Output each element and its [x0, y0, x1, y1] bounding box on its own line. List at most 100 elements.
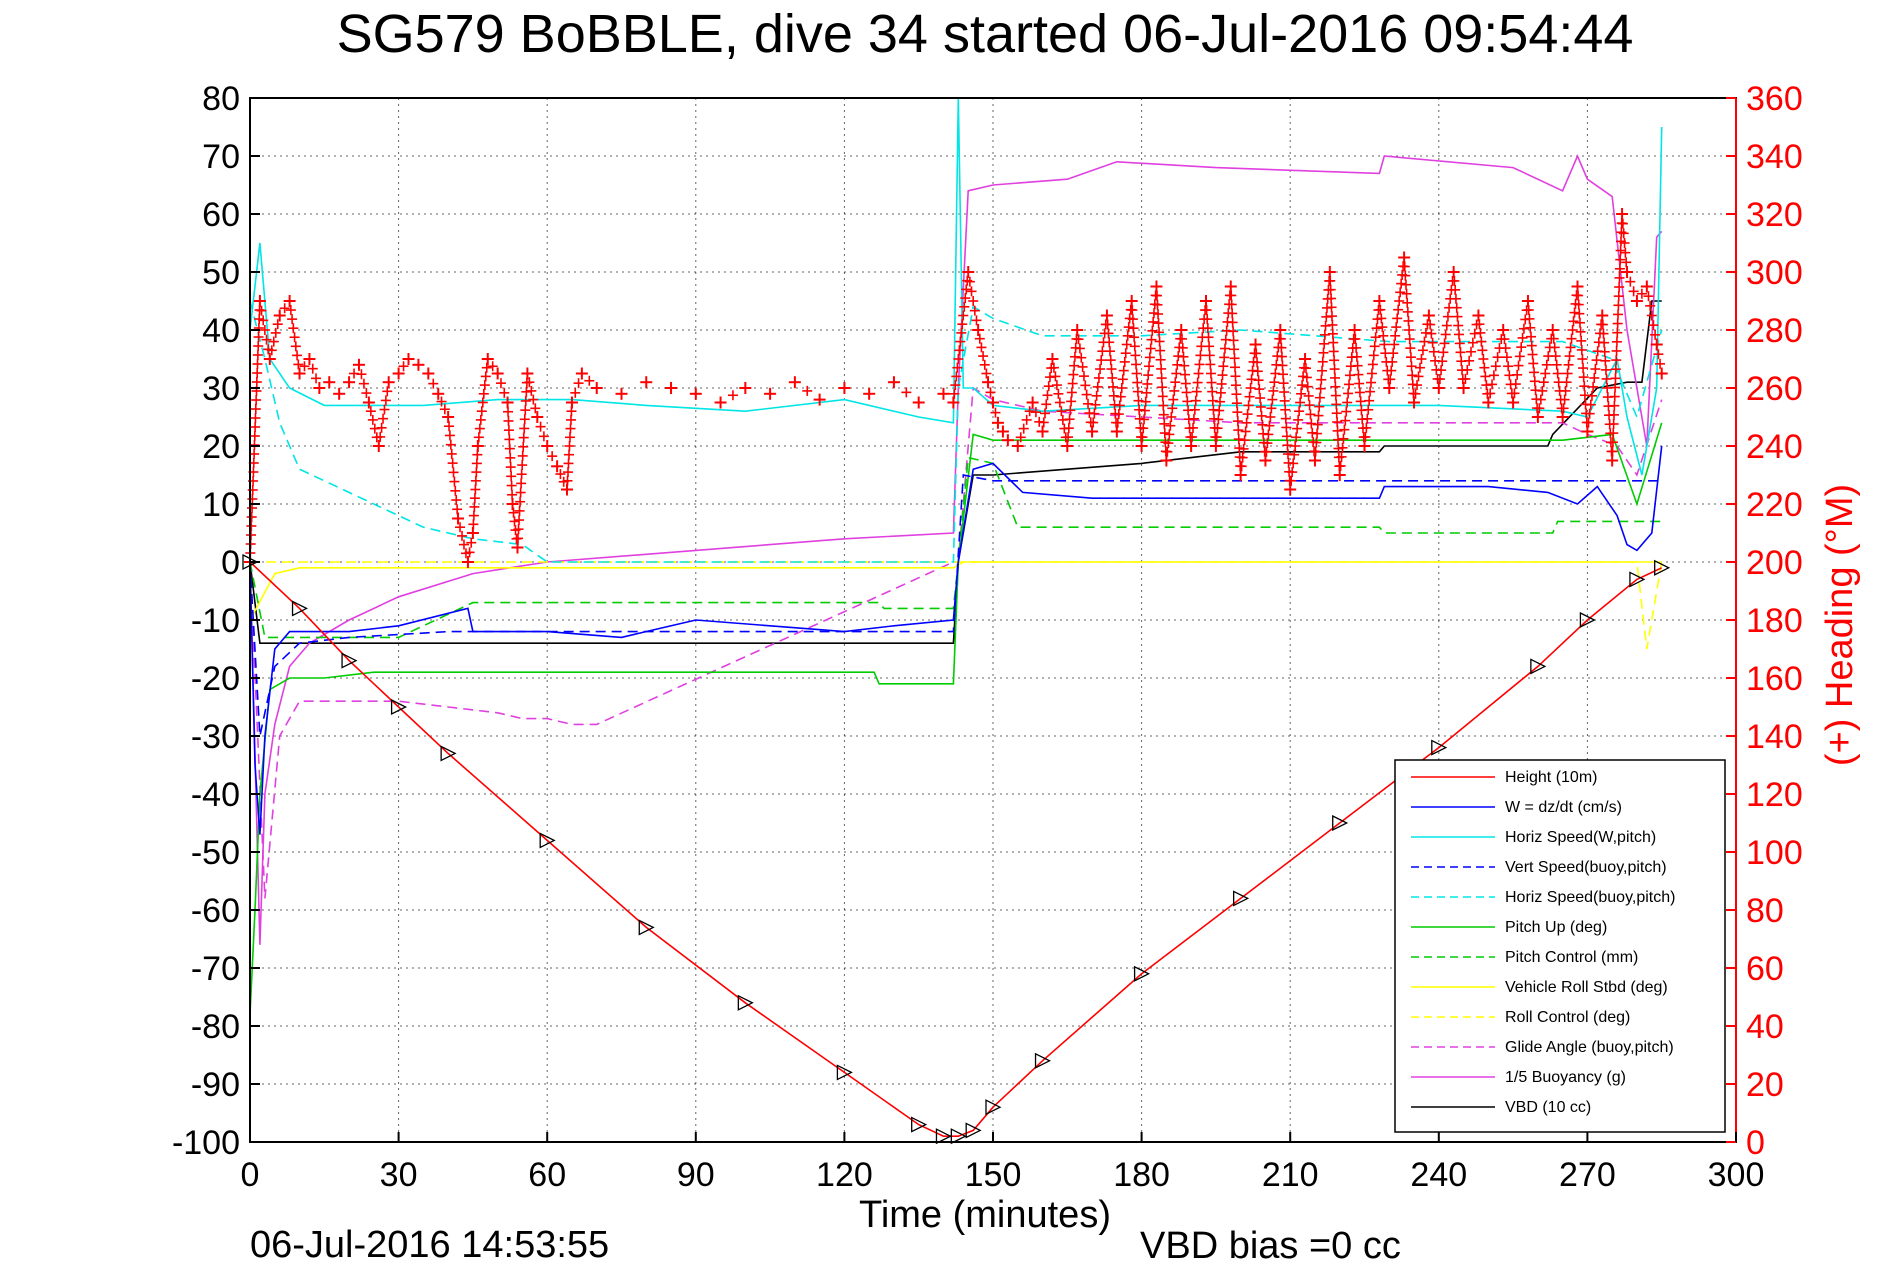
heading-marker — [476, 406, 487, 417]
heading-marker — [1442, 311, 1453, 322]
height-marker — [1233, 890, 1250, 907]
left-tick-label: -50 — [191, 834, 240, 872]
heading-marker — [563, 449, 574, 460]
heading-marker — [1242, 409, 1253, 420]
heading-marker — [1436, 365, 1447, 376]
heading-marker — [1412, 380, 1423, 391]
heading-marker — [1538, 377, 1549, 388]
heading-marker — [375, 431, 386, 442]
heading-marker — [1490, 361, 1501, 372]
heading-marker — [1139, 414, 1150, 425]
heading-marker — [1314, 401, 1325, 412]
heading-marker — [1289, 449, 1300, 460]
heading-marker — [1228, 326, 1239, 337]
heading-marker — [1011, 440, 1024, 452]
heading-marker — [1455, 347, 1466, 358]
heading-marker — [451, 495, 462, 506]
left-tick-label: -60 — [191, 892, 240, 930]
heading-marker — [313, 382, 326, 394]
height-marker — [1431, 739, 1448, 756]
heading-marker — [1172, 359, 1183, 370]
heading-marker — [1284, 483, 1297, 496]
legend-label: Horiz Speed(buoy,pitch) — [1505, 889, 1675, 906]
heading-marker — [1236, 461, 1247, 472]
heading-marker — [1205, 359, 1216, 370]
heading-marker — [1388, 348, 1399, 359]
heading-marker — [1366, 368, 1377, 379]
heading-marker — [1232, 407, 1243, 418]
heading-marker — [1608, 418, 1619, 429]
heading-marker — [1024, 406, 1035, 417]
heading-marker — [1394, 296, 1405, 306]
right-tick-label: 140 — [1746, 718, 1803, 756]
heading-marker — [1118, 365, 1129, 376]
heading-marker — [1338, 433, 1349, 444]
heading-marker — [1303, 390, 1314, 401]
heading-marker — [802, 385, 813, 396]
heading-marker — [249, 431, 260, 441]
heading-marker — [517, 450, 528, 461]
heading-marker — [1552, 368, 1563, 379]
heading-marker — [515, 496, 526, 507]
heading-marker — [1513, 360, 1524, 371]
heading-marker — [1182, 396, 1193, 407]
heading-marker — [1042, 390, 1053, 401]
heading-marker — [1302, 381, 1313, 392]
heading-marker — [1107, 372, 1118, 383]
heading-marker — [972, 324, 985, 336]
heading-marker — [520, 405, 531, 416]
heading-marker — [468, 519, 479, 530]
heading-marker — [1266, 403, 1277, 414]
heading-marker — [1063, 432, 1074, 443]
heading-marker — [283, 295, 296, 307]
heading-marker — [1620, 247, 1631, 258]
heading-marker — [519, 423, 530, 434]
heading-marker — [1131, 368, 1142, 379]
heading-marker — [519, 414, 530, 425]
heading-marker — [1208, 404, 1219, 415]
heading-marker — [1166, 412, 1177, 422]
heading-marker — [246, 512, 257, 522]
heading-marker — [1129, 332, 1140, 343]
heading-marker — [1255, 401, 1266, 412]
heading-marker — [1165, 420, 1176, 431]
heading-marker — [1391, 322, 1402, 333]
heading-marker — [1230, 362, 1241, 373]
heading-marker — [1360, 431, 1371, 442]
heading-marker — [1127, 314, 1138, 325]
heading-marker — [1355, 396, 1366, 407]
heading-marker — [1599, 346, 1610, 357]
heading-marker — [1158, 400, 1169, 411]
heading-marker — [1586, 390, 1597, 401]
heading-marker — [1646, 310, 1657, 321]
left-tick-label: -10 — [191, 602, 240, 640]
heading-marker — [1278, 378, 1289, 389]
heading-marker — [1488, 370, 1499, 381]
x-tick-label: 180 — [1113, 1156, 1170, 1194]
heading-marker — [1606, 454, 1619, 467]
heading-marker — [1607, 437, 1618, 448]
height-marker — [737, 994, 754, 1011]
heading-marker — [1482, 396, 1495, 409]
heading-marker — [1432, 382, 1445, 394]
heading-marker — [1095, 364, 1106, 375]
heading-marker — [505, 462, 516, 473]
heading-marker — [289, 332, 300, 343]
heading-marker — [422, 367, 435, 380]
legend-label: Glide Angle (buoy,pitch) — [1505, 1039, 1674, 1056]
heading-marker — [1618, 228, 1629, 239]
heading-marker — [1230, 371, 1241, 382]
x-tick-label: 240 — [1410, 1156, 1467, 1194]
right-y-ticks: 3603403203002802602402202001801601401201… — [1726, 80, 1803, 1162]
heading-marker — [514, 505, 525, 516]
heading-marker — [1288, 458, 1299, 469]
heading-marker — [457, 530, 468, 541]
heading-marker — [1276, 351, 1287, 362]
heading-marker — [1525, 322, 1536, 333]
legend-label: Pitch Control (mm) — [1505, 949, 1638, 966]
heading-marker — [1576, 335, 1587, 346]
heading-marker — [1404, 334, 1415, 345]
heading-marker — [1227, 317, 1238, 328]
heading-marker — [1162, 446, 1173, 457]
heading-marker — [506, 498, 519, 510]
